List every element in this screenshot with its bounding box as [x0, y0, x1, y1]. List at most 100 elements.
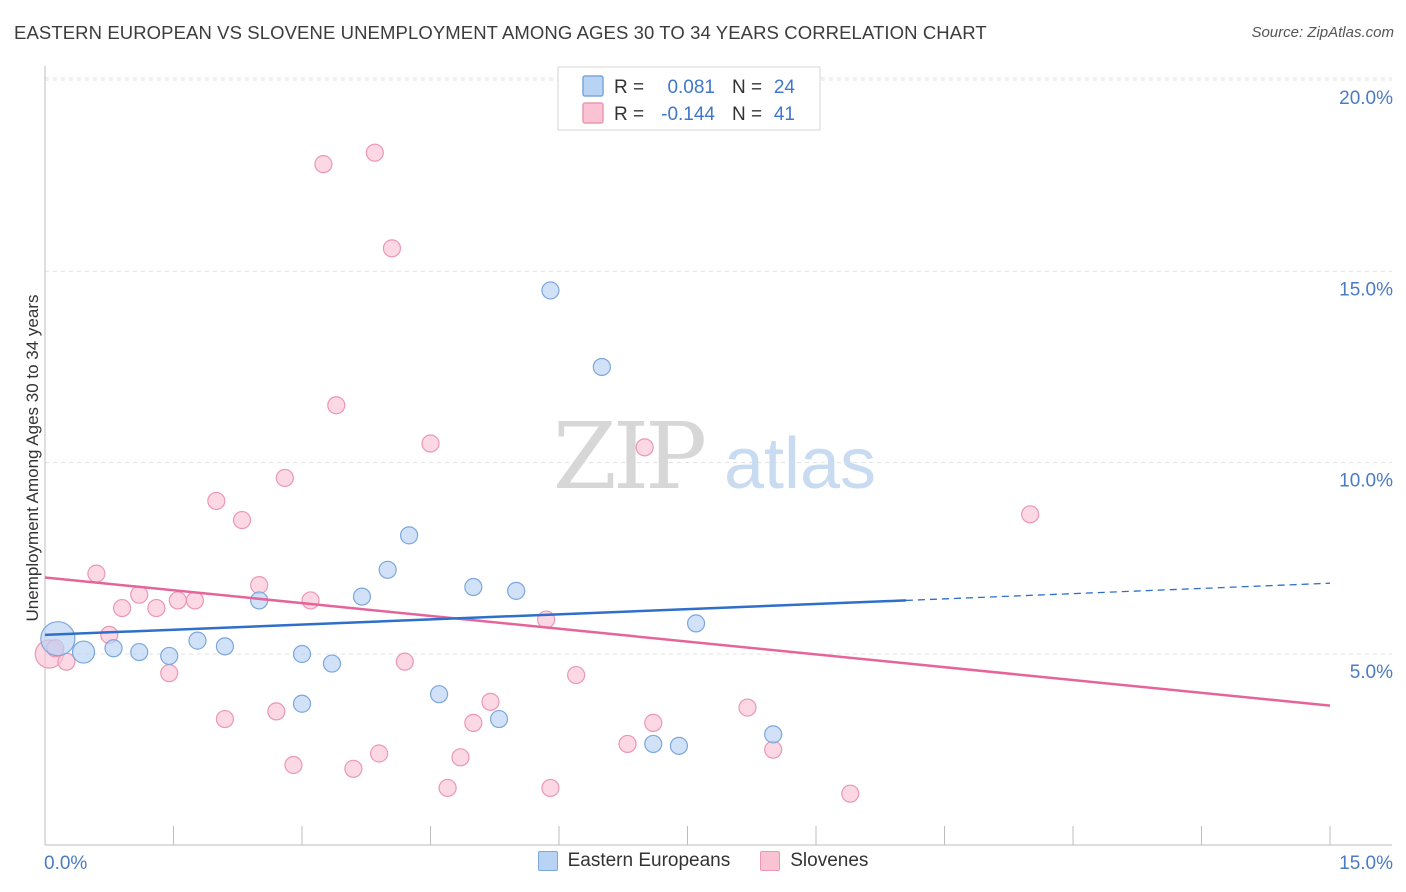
blue-point-5: [188, 631, 207, 650]
pink-point-6: [147, 598, 166, 618]
x-tick-labels: 0.0% 15.0%: [44, 853, 1393, 874]
series-legend: Eastern Europeans Slovenes: [0, 850, 1406, 872]
pink-point-12: [232, 510, 252, 530]
source-label: Source: ZipAtlas.com: [1251, 24, 1394, 41]
pink-point-31: [541, 778, 560, 798]
pink-point-17: [301, 591, 320, 610]
gridlines: [45, 77, 1392, 655]
axes: [44, 66, 1392, 846]
y-axis-label: Unemployment Among Ages 30 to 34 years: [23, 295, 42, 622]
blue-point-16: [489, 709, 509, 729]
pink-point-18: [314, 155, 333, 174]
trend-lines: [44, 576, 1331, 707]
legend-label-slovenes: Slovenes: [790, 850, 869, 871]
watermark: ZIP atlas: [553, 403, 876, 510]
pink-point-9: [185, 591, 205, 610]
blue-point-4: [160, 646, 179, 666]
pink-point-4: [112, 598, 132, 618]
legend-pink-n-label: N =: [732, 104, 762, 125]
legend-item-eastern-europeans: Eastern Europeans: [537, 850, 731, 872]
blue-point-20: [644, 734, 663, 754]
legend-item-slovenes: Slovenes: [760, 850, 868, 872]
legend-pink-swatch: [582, 102, 604, 124]
pink-point-15: [275, 468, 294, 488]
pink-point-27: [451, 748, 470, 767]
blue-point-9: [292, 644, 312, 664]
blue-point-12: [378, 560, 397, 579]
x-tick-label-start: 0.0%: [44, 853, 87, 874]
blue-point-13: [399, 526, 419, 545]
pink-point-38: [841, 784, 860, 803]
blue-point-3: [130, 642, 149, 662]
pink-point-5: [130, 585, 149, 604]
blue-point-15: [464, 577, 483, 597]
pink-point-29: [481, 692, 500, 711]
chart-title: EASTERN EUROPEAN VS SLOVENE UNEMPLOYMENT…: [14, 22, 987, 43]
blue-point-1: [71, 640, 96, 664]
blue-point-10: [322, 654, 342, 673]
blue-point-18: [541, 281, 560, 300]
blue-point-0: [40, 621, 76, 657]
blue-point-6: [215, 637, 234, 656]
blue-point-2: [104, 639, 123, 658]
pink-point-22: [370, 744, 389, 763]
y-tick-label-2: 15.0%: [1339, 279, 1393, 300]
pink-point-21: [365, 143, 384, 162]
y-tick-labels: 5.0% 10.0% 15.0% 20.0%: [1339, 88, 1393, 683]
legend-swatch-pink: [760, 851, 781, 871]
y-tick-label-1: 10.0%: [1339, 471, 1393, 492]
pink-point-10: [207, 491, 226, 511]
pink-point-36: [738, 698, 757, 717]
pink-point-11: [215, 709, 234, 729]
pink-point-34: [635, 438, 654, 457]
slovenes-trend-line: [44, 576, 1331, 707]
pink-point-8: [168, 591, 187, 610]
legend-pink-n-value: 41: [774, 104, 795, 125]
eastern-europeans-trend-line: [44, 599, 906, 637]
blue-point-17: [507, 581, 526, 600]
blue-point-8: [292, 694, 312, 713]
legend-pink-r-label: R =: [614, 104, 644, 125]
pink-point-13: [250, 576, 269, 595]
blue-point-14: [429, 685, 449, 704]
blue-point-19: [592, 357, 611, 377]
pink-point-14: [267, 702, 286, 721]
correlation-legend: R = 0.081 N = 24 R = -0.144 N = 41: [557, 66, 821, 131]
pink-point-2: [87, 564, 106, 583]
slovenes-points: [34, 143, 1040, 803]
pink-point-32: [567, 665, 586, 685]
blue-point-22: [686, 614, 706, 633]
watermark-atlas: atlas: [724, 424, 876, 504]
pink-point-33: [618, 734, 637, 754]
pink-point-25: [421, 434, 440, 453]
pink-point-24: [395, 652, 414, 671]
pink-point-20: [344, 759, 363, 778]
legend-label-eastern-europeans: Eastern Europeans: [567, 850, 731, 871]
pink-point-26: [438, 778, 457, 798]
blue-point-23: [764, 725, 783, 744]
pink-point-28: [464, 713, 483, 732]
pink-point-37: [764, 740, 783, 759]
legend-swatch-blue: [537, 851, 558, 871]
legend-blue-n-label: N =: [732, 77, 762, 98]
pink-point-16: [284, 755, 303, 775]
watermark-zip: ZIP: [553, 403, 704, 510]
pink-point-19: [327, 396, 346, 415]
legend-pink-r-value: -0.144: [661, 104, 715, 125]
y-tick-label-0: 5.0%: [1350, 662, 1393, 683]
eastern-europeans-points: [40, 281, 783, 755]
y-tick-label-3: 20.0%: [1339, 88, 1393, 109]
pink-point-7: [160, 664, 179, 683]
legend-blue-r-value: 0.081: [667, 77, 715, 98]
blue-point-21: [669, 736, 689, 755]
legend-blue-n-value: 24: [774, 77, 796, 98]
x-tick-label-end: 15.0%: [1339, 853, 1393, 874]
legend-blue-swatch: [582, 75, 604, 97]
pink-point-35: [644, 713, 663, 732]
legend-blue-r-label: R =: [614, 77, 644, 98]
blue-point-11: [352, 587, 372, 606]
eastern-europeans-trend-extension: [905, 582, 1331, 602]
pink-point-39: [1021, 505, 1040, 524]
pink-point-23: [382, 239, 402, 258]
